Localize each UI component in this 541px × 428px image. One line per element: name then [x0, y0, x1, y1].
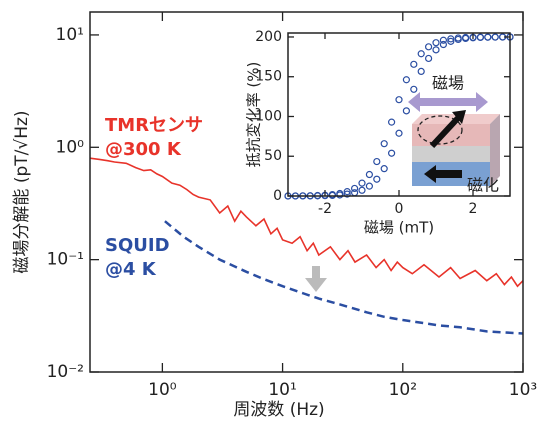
y-tick-label: 10⁻² [47, 362, 84, 382]
x-axis-label: 周波数 (Hz) [233, 400, 324, 420]
point [491, 33, 499, 41]
point [365, 170, 373, 179]
y-tick-label: 50 [264, 148, 282, 164]
point [439, 36, 447, 44]
point [388, 149, 396, 157]
x-tick-label: -2 [318, 201, 332, 217]
field-arrow [408, 92, 488, 112]
y-tick-label: 150 [255, 69, 282, 85]
series-line [89, 157, 524, 288]
point [358, 186, 366, 194]
moment [429, 115, 461, 149]
point [351, 184, 359, 193]
layer [412, 124, 490, 146]
point [410, 60, 418, 68]
point [343, 190, 351, 198]
point [328, 190, 336, 199]
x-tick-label: 10¹ [268, 380, 296, 400]
plot-frame [89, 11, 524, 373]
point [402, 76, 410, 84]
series-condition: @300 K [105, 139, 182, 160]
point [373, 175, 381, 183]
y-axis-label: 磁場分解能 (pT/√Hz) [12, 110, 32, 273]
point [425, 54, 433, 63]
moment-head [452, 110, 466, 124]
x-tick-label: 10⁰ [148, 380, 177, 400]
diagram-label: 磁化 [467, 176, 499, 195]
point [358, 179, 366, 187]
point [380, 165, 388, 173]
arrow [305, 266, 327, 292]
point [373, 157, 381, 166]
diagram-label: 磁場 [432, 74, 464, 93]
point [447, 35, 455, 43]
point [343, 188, 351, 196]
point [395, 96, 403, 104]
x-tick-label: 2 [469, 201, 478, 217]
point [365, 182, 373, 190]
x-tick-label: 0 [395, 201, 404, 217]
point [380, 140, 388, 148]
series-label: SQUID [105, 235, 170, 256]
point [462, 33, 470, 42]
layer [490, 114, 500, 186]
series-condition: @4 K [105, 259, 157, 280]
point [447, 37, 455, 45]
point [425, 43, 433, 51]
point [432, 39, 440, 47]
point [454, 34, 462, 42]
series-line [164, 220, 524, 335]
rotation [417, 115, 463, 145]
point [410, 85, 418, 93]
point [417, 67, 425, 76]
point [402, 107, 410, 115]
plot: 10⁰ 10¹ 10² 10³ 10⁻² 10⁻¹ 10⁰ 10¹ [47, 11, 537, 400]
y-tick-label: 10⁻¹ [47, 250, 84, 270]
point [439, 40, 447, 49]
point [388, 118, 396, 126]
series-label: TMRセンサ [105, 115, 203, 136]
x-axis-label: 磁場 (mT) [364, 219, 434, 237]
y-tick-label: 100 [255, 108, 282, 124]
y-tick-label: 0 [273, 188, 282, 204]
x-tick-label: 10³ [509, 380, 537, 400]
point [395, 129, 403, 137]
magnetization-arrow [424, 165, 462, 183]
x-tick-label: 10² [389, 380, 417, 400]
point [432, 46, 440, 54]
y-tick-label: 200 [255, 29, 282, 45]
point [476, 33, 484, 41]
y-tick-label: 10¹ [56, 25, 84, 45]
layer [412, 146, 490, 162]
y-axis-label: 抵抗変化率 (%) [245, 62, 263, 168]
point [417, 50, 425, 58]
y-tick-label: 10⁰ [56, 137, 85, 157]
point [484, 33, 492, 41]
